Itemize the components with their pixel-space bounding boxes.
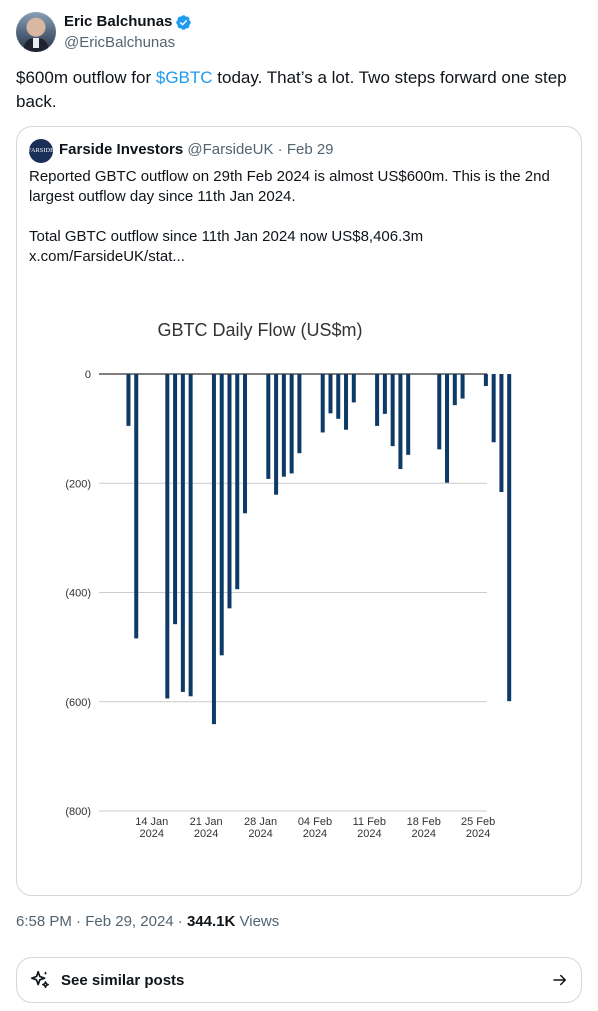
chart-title: GBTC Daily Flow (US$m) [157, 320, 362, 340]
chart-bar [336, 374, 341, 419]
x-tick-year-label: 2024 [411, 828, 435, 840]
x-tick-year-label: 2024 [303, 828, 327, 840]
chart-image[interactable]: GBTC Daily Flow (US$m) 0 (200) (400) (600) (8… [17, 302, 581, 842]
quoted-post[interactable]: FARSIDE Farside Investors @FarsideUK · F… [16, 126, 582, 896]
chart-bar [235, 374, 240, 590]
quote-date[interactable]: Feb 29 [286, 141, 334, 158]
chart-bar [328, 374, 333, 414]
x-tick-year-label: 2024 [140, 828, 164, 840]
verified-badge-icon[interactable] [175, 14, 192, 31]
quote-body: Reported GBTC outflow on 29th Feb 2024 i… [29, 167, 574, 267]
chart-bar [344, 374, 349, 430]
chart-bar [507, 374, 512, 702]
chart-bar [499, 374, 504, 492]
chart-bar [351, 374, 356, 403]
chart-bar [266, 374, 271, 479]
arrow-right-icon [553, 974, 566, 986]
views-count: 344.1K [186, 913, 236, 930]
chart-bar [437, 374, 442, 450]
y-tick-label: (800) [65, 806, 91, 818]
quote-avatar-logo-text: FARSIDE [28, 148, 54, 154]
chart-bar [297, 374, 302, 454]
chart-bar [126, 374, 131, 426]
x-tick-year-label: 2024 [248, 828, 272, 840]
x-tick-label: 28 Jan [244, 816, 277, 828]
tweet-text: $600m outflow for $GBTC today. That’s a … [16, 66, 576, 114]
tweet-text-start: $600m outflow for [16, 68, 156, 87]
x-tick-year-label: 2024 [357, 828, 381, 840]
chart-bar [320, 374, 325, 433]
quote-header: Farside Investors @FarsideUK · Feb 29 [59, 140, 334, 160]
quote-author-name[interactable]: Farside Investors [59, 141, 184, 158]
x-tick-label: 14 Jan [135, 816, 168, 828]
sparkle-icon [30, 970, 49, 989]
chart-bar [483, 374, 488, 387]
quote-text-line1: Reported GBTC outflow on 29th Feb 2024 i… [29, 168, 550, 205]
views-label: Views [235, 913, 280, 930]
x-tick-label: 25 Feb [461, 816, 495, 828]
x-tick-label: 11 Feb [353, 816, 386, 828]
see-similar-posts-button[interactable]: See similar posts [16, 957, 582, 1003]
chart-bar [375, 374, 380, 426]
chart-bar [211, 374, 216, 725]
x-tick-year-label: 2024 [194, 828, 218, 840]
x-tick-label: 04 Feb [298, 816, 332, 828]
x-tick-year-label: 2024 [466, 828, 490, 840]
post-meta: 6:58 PM · Feb 29, 2024 · 344.1K Views [16, 912, 279, 932]
chart-bar [243, 374, 248, 514]
chart-bar [281, 374, 286, 477]
meta-sep-2: · [173, 913, 187, 930]
chart-bar [134, 374, 139, 639]
y-tick-label: (400) [65, 588, 91, 600]
author-handle[interactable]: @EricBalchunas [64, 34, 176, 51]
chart-bar [406, 374, 411, 455]
post-time[interactable]: 6:58 PM [16, 913, 72, 930]
chart-bar [274, 374, 279, 495]
chart-bar [227, 374, 232, 609]
x-tick-label: 21 Jan [190, 816, 223, 828]
cashtag-link[interactable]: $GBTC [155, 68, 213, 87]
quote-avatar[interactable]: FARSIDE [28, 139, 54, 163]
post-date[interactable]: Feb 29, 2024 [85, 913, 174, 930]
see-similar-posts-label: See similar posts [61, 971, 185, 989]
chart-bar [398, 374, 403, 470]
chart-bar [219, 374, 224, 656]
chart-bar [452, 374, 457, 406]
quote-author-handle[interactable]: @FarsideUK [187, 141, 274, 158]
y-tick-label: 0 [85, 369, 91, 381]
quote-text-line2: Total GBTC outflow since 11th Jan 2024 n… [29, 228, 424, 245]
tweet-text-end: today. That’s a lot. Two steps forward o… [16, 68, 567, 111]
y-tick-label: (600) [65, 697, 91, 709]
avatar[interactable] [16, 12, 56, 52]
x-tick-label: 18 Feb [407, 816, 441, 828]
chart-bar [289, 374, 294, 474]
author-name[interactable]: Eric Balchunas [64, 12, 192, 32]
chart-bar [173, 374, 178, 625]
author-name-text[interactable]: Eric Balchunas [64, 13, 173, 30]
chart-bar [382, 374, 387, 414]
meta-sep-1: · [71, 913, 86, 930]
chart-bar [460, 374, 465, 399]
quote-blank-line [29, 207, 574, 227]
chart-bar [491, 374, 496, 443]
chart-bar [445, 374, 450, 483]
quote-separator: · [277, 141, 283, 158]
chart-bar [188, 374, 193, 697]
quote-link[interactable]: x.com/FarsideUK/stat... [29, 248, 185, 265]
chart-bar [180, 374, 185, 692]
gbtc-flow-chart: GBTC Daily Flow (US$m) 0 (200) (400) (600) (8… [65, 320, 512, 840]
y-tick-label: (200) [65, 478, 91, 490]
chart-bar [390, 374, 395, 447]
chart-bar [165, 374, 170, 699]
